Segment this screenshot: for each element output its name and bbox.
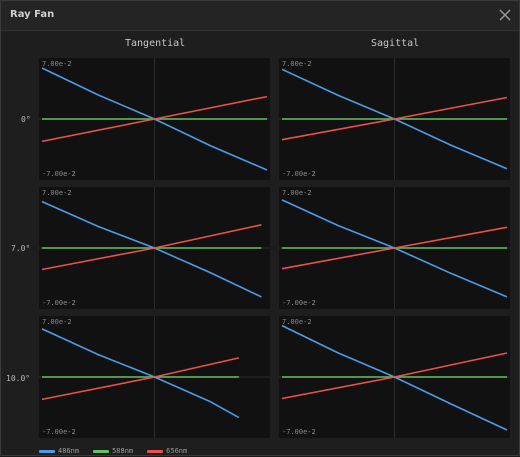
y-tick-label-top: 7.00e-2	[42, 189, 72, 197]
legend: 486nm 588nm 656nm	[39, 445, 201, 457]
row-label-field-3: 10.0°	[6, 374, 31, 383]
title-bar[interactable]: Ray Fan	[1, 1, 519, 31]
close-button[interactable]	[497, 7, 513, 23]
y-tick-label-top: 7.00e-2	[282, 189, 312, 197]
close-icon	[499, 9, 511, 21]
y-tick-label-bottom: -7.00e-2	[282, 428, 316, 436]
legend-label-588nm: 588nm	[112, 447, 134, 455]
series-line-486nm	[41, 328, 240, 419]
ray-fan-chart	[279, 187, 510, 309]
y-tick-label-top: 7.00e-2	[42, 318, 72, 326]
ray-fan-chart	[39, 316, 270, 438]
legend-swatch-588nm	[93, 449, 110, 453]
series-line-656nm	[41, 224, 262, 271]
ray-fan-chart	[39, 187, 270, 309]
y-tick-label-top: 7.00e-2	[282, 60, 312, 68]
row-label-field-2: 7.0°	[11, 244, 31, 253]
ray-fan-chart	[279, 58, 510, 180]
y-tick-label-top: 7.00e-2	[42, 60, 72, 68]
column-header-tangential: Tangential	[125, 38, 186, 49]
ray-fan-plot-tangential-1: 7.00e-2 -7.00e-2	[39, 58, 270, 180]
legend-label-656nm: 656nm	[166, 447, 188, 455]
y-tick-label-bottom: -7.00e-2	[42, 428, 76, 436]
ray-fan-plot-sagittal-2: 7.00e-2 -7.00e-2	[279, 187, 510, 309]
y-tick-label-bottom: -7.00e-2	[282, 170, 316, 178]
legend-swatch-656nm	[147, 449, 164, 453]
legend-item-486nm: 486nm	[39, 447, 79, 455]
series-line-656nm	[281, 352, 508, 400]
series-line-656nm	[281, 96, 508, 141]
ray-fan-chart	[279, 316, 510, 438]
series-line-656nm	[41, 357, 240, 401]
y-tick-label-top: 7.00e-2	[282, 318, 312, 326]
legend-label-486nm: 486nm	[58, 447, 80, 455]
ray-fan-plot-tangential-2: 7.00e-2 -7.00e-2	[39, 187, 270, 309]
legend-swatch-486nm	[39, 449, 55, 453]
ray-fan-plot-sagittal-3: 7.00e-2 -7.00e-2	[279, 316, 510, 438]
ray-fan-chart	[39, 58, 270, 180]
ray-fan-plot-sagittal-1: 7.00e-2 -7.00e-2	[279, 58, 510, 180]
legend-item-588nm: 588nm	[93, 447, 133, 455]
row-label-field-1: 0°	[21, 115, 31, 124]
legend-item-656nm: 656nm	[147, 447, 187, 455]
y-tick-label-bottom: -7.00e-2	[42, 299, 76, 307]
y-tick-label-bottom: -7.00e-2	[282, 299, 316, 307]
column-header-sagittal: Sagittal	[371, 38, 420, 49]
window-title: Ray Fan	[10, 9, 55, 20]
y-tick-label-bottom: -7.00e-2	[42, 170, 76, 178]
series-line-656nm	[41, 95, 268, 143]
ray-fan-plot-tangential-3: 7.00e-2 -7.00e-2	[39, 316, 270, 438]
series-line-656nm	[281, 226, 508, 270]
